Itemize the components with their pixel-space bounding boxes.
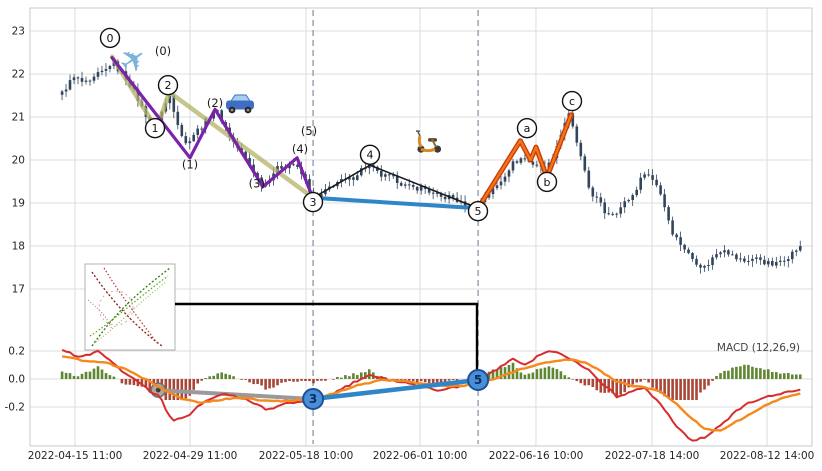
macd-node-label: 5 <box>474 373 482 387</box>
subwave-label: (2) <box>207 96 223 110</box>
wave-marker-5 <box>467 200 489 222</box>
wave-marker-label: a <box>524 122 531 135</box>
wave-marker-2 <box>157 74 179 96</box>
subwave-label: (5) <box>301 124 317 138</box>
wave-marker-b <box>536 171 558 193</box>
wave-3-5-channel-line <box>311 195 481 211</box>
subwave-label: (3) <box>249 177 265 191</box>
macd-3-5-segment <box>310 377 481 402</box>
wave-marker-label: 5 <box>475 205 482 218</box>
inset-curve <box>103 267 159 345</box>
price-tick-label: 19 <box>12 198 25 210</box>
scooter-icon <box>414 129 443 155</box>
subwave-label: (1) <box>182 157 198 171</box>
x-tick-label: 2022-08-12 14:00 <box>720 450 815 462</box>
x-tick-label: 2022-04-15 11:00 <box>28 450 123 462</box>
wave-marker-c <box>561 90 583 112</box>
wave-marker-label: c <box>569 95 575 108</box>
x-tick-label: 2022-07-18 14:00 <box>605 450 700 462</box>
elliott-wave-lines <box>109 54 574 211</box>
wave-marker-label: 0 <box>107 32 114 45</box>
subwave-label: (0) <box>155 44 171 58</box>
price-tick-label: 20 <box>12 155 25 167</box>
car-icon <box>225 94 255 114</box>
wave-marker-label: b <box>544 176 551 189</box>
price-tick-label: 23 <box>12 26 25 38</box>
wave-marker-label: 1 <box>152 122 159 135</box>
impulse-0-3-line <box>109 54 316 201</box>
gray-trend-segment <box>156 388 315 401</box>
price-tick-label: 18 <box>12 241 25 253</box>
inset-curve <box>87 299 113 331</box>
macd-legend: MACD (12,26,9) <box>716 342 800 354</box>
inset-curve <box>91 271 163 347</box>
x-tick-label: 2022-05-18 10:00 <box>259 450 354 462</box>
inset-curve <box>89 275 169 337</box>
wave-markers: 0 1 2 3 4 5 a b c (0) (1) (2) (3) (4) (5) <box>99 27 583 222</box>
wave-marker-3 <box>302 191 324 213</box>
macd-line <box>61 348 801 442</box>
macd-wave-nodes: 35 <box>302 369 490 410</box>
macd-node-3 <box>302 388 325 410</box>
price-tick-label: 22 <box>12 69 25 81</box>
x-tick-label: 2022-06-01 10:00 <box>373 450 468 462</box>
wave-3-4-5-line <box>312 164 479 209</box>
macd-overlays <box>61 348 801 442</box>
macd-tick-label: 0.2 <box>8 346 25 358</box>
wave-marker-1 <box>144 117 166 139</box>
subwave-label: (4) <box>292 142 308 156</box>
gray-node-center <box>155 387 161 393</box>
wave-marker-label: 3 <box>310 196 317 209</box>
price-tick-label: 21 <box>12 112 25 124</box>
macd-tick-label: 0.0 <box>8 374 25 386</box>
macd-tick-label: -0.2 <box>5 402 26 414</box>
subwave-line <box>110 56 315 201</box>
inset-circle <box>98 290 134 326</box>
x-tick-label: 2022-04-29 11:00 <box>143 450 238 462</box>
annotation-connector <box>175 302 479 377</box>
wave-marker-label: 2 <box>165 79 172 92</box>
macd-node-5 <box>467 369 490 391</box>
x-tick-label: 2022-06-16 10:00 <box>489 450 584 462</box>
wave-marker-4 <box>359 144 381 166</box>
abc-correction-line-inner <box>477 113 573 210</box>
macd-node-label: 3 <box>309 392 317 406</box>
wave-marker-a <box>516 117 538 139</box>
inset-curve <box>91 267 171 347</box>
gridlines <box>29 7 813 447</box>
wave-marker-label: 4 <box>367 149 374 162</box>
inset-thumbnail <box>84 263 176 351</box>
wave-marker-0 <box>99 27 121 49</box>
price-tick-label: 17 <box>12 284 25 296</box>
